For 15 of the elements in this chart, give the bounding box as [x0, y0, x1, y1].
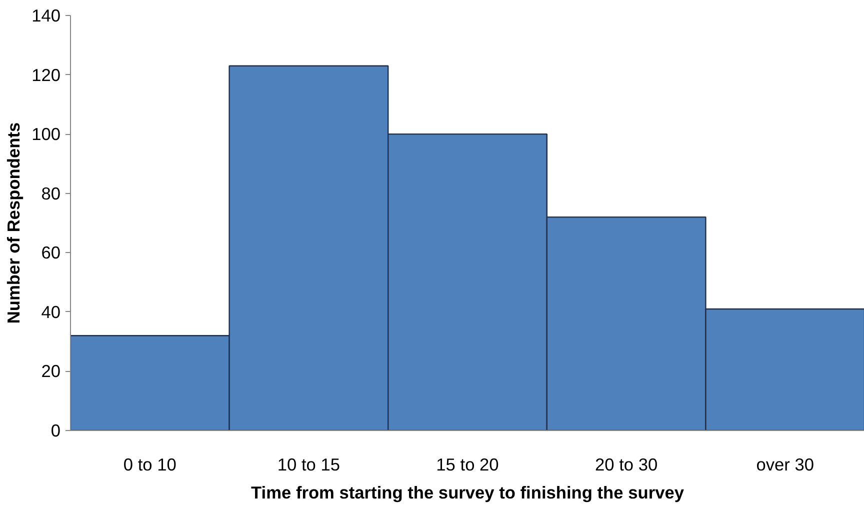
x-tick-label: 0 to 10	[123, 454, 176, 474]
y-tick-label: 140	[32, 6, 61, 26]
y-tick-label: 80	[41, 183, 61, 204]
x-axis-title: Time from starting the survey to finishing the survey	[251, 482, 684, 502]
x-tick-label: 10 to 15	[277, 454, 340, 474]
y-tick-label: 100	[32, 124, 61, 144]
y-tick-label: 120	[32, 64, 61, 85]
y-axis-title: Number of Respondents	[4, 122, 24, 324]
y-tick-label: 60	[41, 242, 61, 263]
y-tick-label: 20	[41, 361, 61, 382]
x-tick-label: over 30	[756, 454, 814, 474]
y-tick-label: 40	[41, 302, 61, 322]
x-tick-label: 20 to 30	[594, 454, 658, 474]
x-tick-label: 15 to 20	[436, 454, 499, 474]
y-tick-label: 0	[50, 420, 61, 440]
